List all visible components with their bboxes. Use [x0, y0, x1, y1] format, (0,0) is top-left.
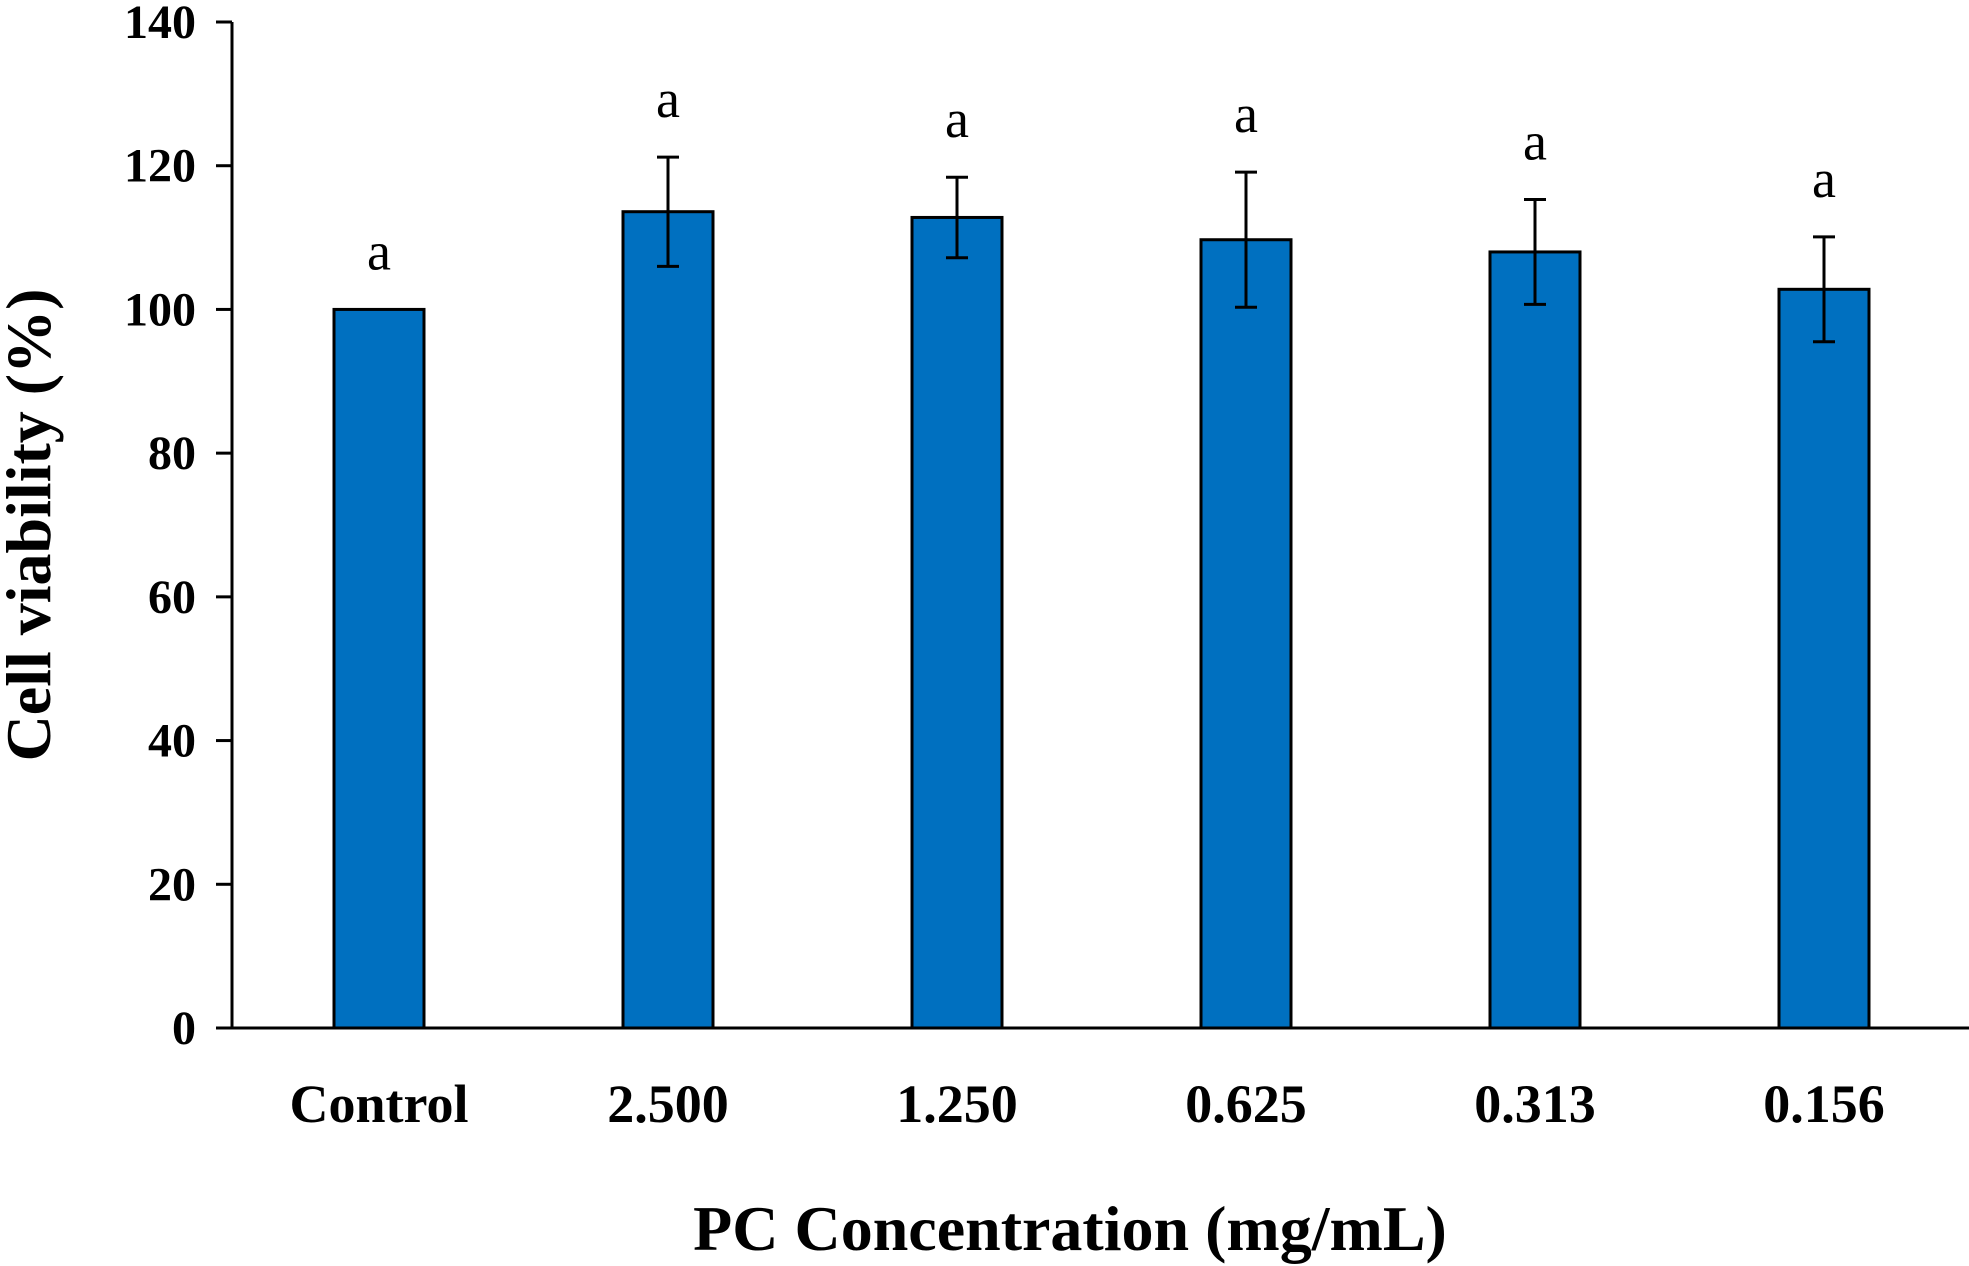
y-tick-label: 0 [172, 1002, 196, 1055]
significance-label-3: a [1234, 84, 1258, 144]
y-tick-label: 60 [148, 571, 196, 624]
x-category-label-5: 0.156 [1763, 1074, 1885, 1134]
y-tick-label: 120 [124, 140, 196, 193]
x-axis-title: PC Concentration (mg/mL) [693, 1193, 1447, 1264]
bar-4 [1488, 250, 1582, 1030]
y-tick-label: 80 [148, 427, 196, 480]
x-category-label-0: Control [289, 1074, 468, 1134]
bar-5 [1777, 287, 1871, 1030]
bar-1 [621, 210, 715, 1030]
bar-2 [910, 215, 1004, 1030]
y-axis-ticks: 0 20 40 60 80 100 120 140 [124, 0, 232, 1055]
significance-label-4: a [1523, 111, 1547, 171]
x-category-label-2: 1.250 [896, 1074, 1018, 1134]
error-bar-3 [1235, 170, 1257, 309]
significance-label-1: a [656, 69, 680, 129]
y-tick-label: 40 [148, 715, 196, 768]
y-tick-label: 140 [124, 0, 196, 49]
x-axis-category-labels: Control 2.500 1.250 0.625 0.313 0.156 [289, 1074, 1884, 1134]
y-tick-label: 20 [148, 858, 196, 911]
x-category-label-3: 0.625 [1185, 1074, 1307, 1134]
error-bar-1 [657, 155, 679, 268]
x-category-label-4: 0.313 [1474, 1074, 1596, 1134]
x-category-label-1: 2.500 [607, 1074, 729, 1134]
bars: a a a a a a [332, 69, 1871, 1030]
significance-label-5: a [1812, 149, 1836, 209]
significance-label-2: a [945, 89, 969, 149]
significance-label-0: a [367, 221, 391, 281]
error-bar-2 [946, 175, 968, 260]
y-axis-title: Cell viability (%) [0, 289, 64, 762]
error-bar-5 [1813, 235, 1835, 344]
error-bar-4 [1524, 197, 1546, 306]
bar-3 [1199, 238, 1293, 1030]
y-tick-label: 100 [124, 283, 196, 336]
bar-0 [332, 307, 426, 1030]
